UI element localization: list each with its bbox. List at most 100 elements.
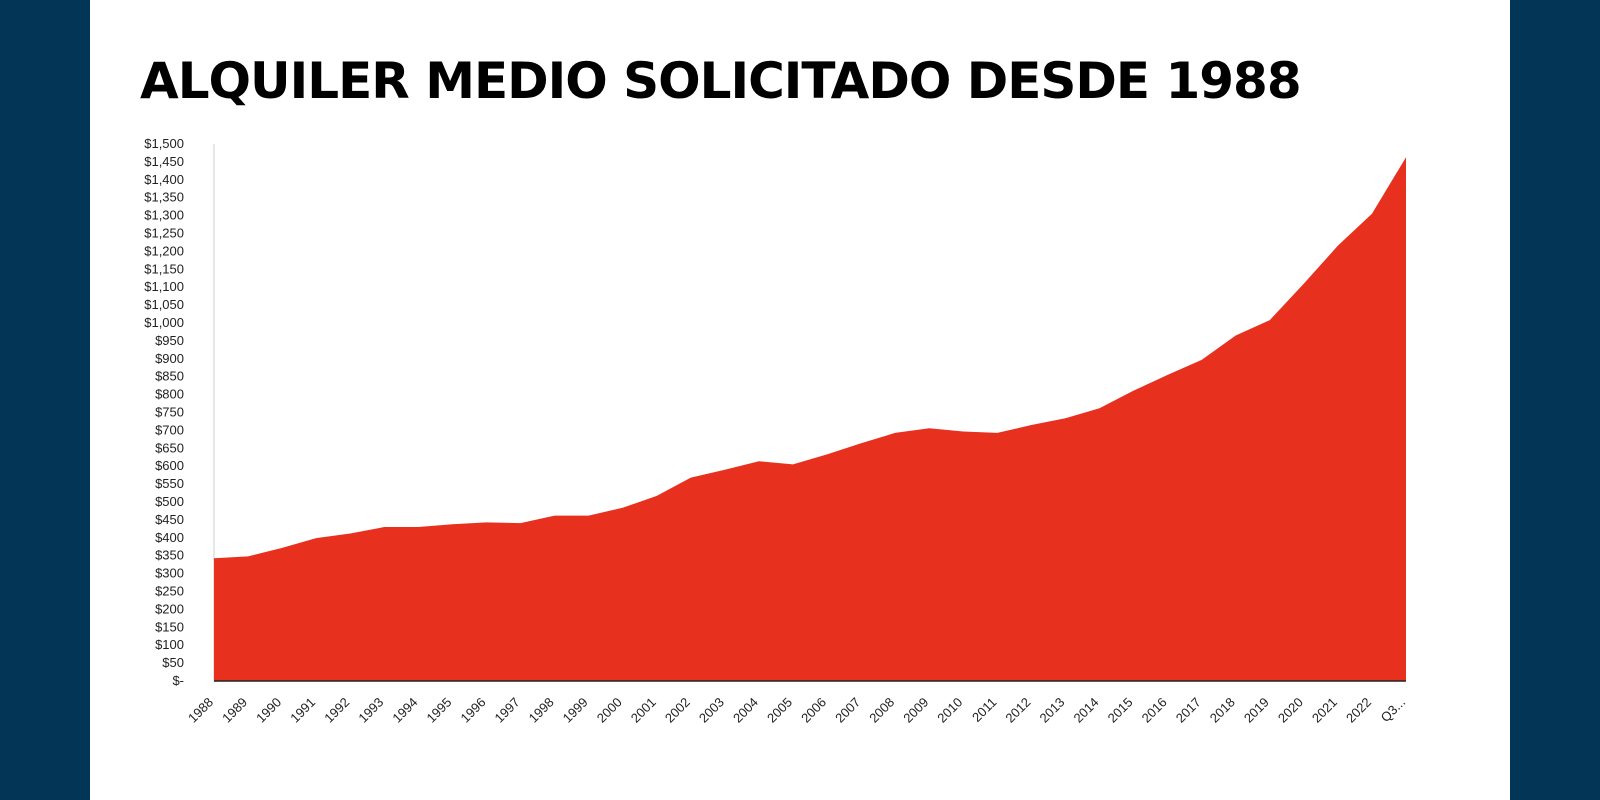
data-point <box>689 476 693 480</box>
y-tick-label: $150 <box>155 619 184 634</box>
x-tick-label: 2021 <box>1309 695 1340 726</box>
y-tick-label: $1,500 <box>144 136 184 151</box>
data-point <box>484 520 488 524</box>
data-point <box>246 554 250 558</box>
x-tick-label: 2014 <box>1071 695 1102 726</box>
data-point <box>859 441 863 445</box>
y-tick-label: $400 <box>155 530 184 545</box>
chart-title: ALQUILER MEDIO SOLICITADO DESDE 1988 <box>140 52 1302 110</box>
x-tick-label: 1989 <box>219 695 250 726</box>
data-point <box>791 462 795 466</box>
y-tick-label: $500 <box>155 494 184 509</box>
area-series <box>214 157 1406 681</box>
x-tick-label: 1999 <box>560 695 591 726</box>
x-tick-label: 2001 <box>628 695 659 726</box>
x-tick-label: 2002 <box>662 695 693 726</box>
data-point <box>553 514 557 518</box>
x-tick-label: Q3... <box>1378 695 1409 726</box>
data-point <box>450 522 454 526</box>
y-tick-label: $250 <box>155 584 184 599</box>
data-point <box>961 429 965 433</box>
data-point <box>893 431 897 435</box>
data-point <box>1063 416 1067 420</box>
y-tick-label: $600 <box>155 458 184 473</box>
data-point <box>1132 389 1136 393</box>
x-tick-label: 2006 <box>798 695 829 726</box>
y-tick-label: $1,150 <box>144 261 184 276</box>
plot-area: $- $50 $100 $150 $200 $250 $300 $350 $400 $450 $50… <box>144 136 1408 726</box>
x-tick-label: 1996 <box>458 695 489 726</box>
y-tick-label: $1,400 <box>144 172 184 187</box>
x-tick-label: 1990 <box>253 695 284 726</box>
y-tick-label: $1,050 <box>144 297 184 312</box>
x-tick-label: 2017 <box>1173 695 1204 726</box>
x-tick-label: 2018 <box>1207 695 1238 726</box>
y-tick-label: $1,450 <box>144 154 184 169</box>
x-tick-label: 1992 <box>321 695 352 726</box>
y-tick-label: $550 <box>155 476 184 491</box>
x-tick-label: 2008 <box>866 695 897 726</box>
data-point <box>723 468 727 472</box>
y-tick-label: $350 <box>155 548 184 563</box>
data-point <box>1404 155 1408 159</box>
x-tick-label: 2013 <box>1036 695 1067 726</box>
y-tick-label: $900 <box>155 351 184 366</box>
x-tick-label: 1994 <box>389 695 420 726</box>
data-point <box>825 452 829 456</box>
x-tick-label: 2012 <box>1002 695 1033 726</box>
y-tick-label: $100 <box>155 637 184 652</box>
y-tick-label: $700 <box>155 422 184 437</box>
data-point <box>757 459 761 463</box>
data-point <box>1370 212 1374 216</box>
y-tick-label: $50 <box>162 655 184 670</box>
chart-card: ALQUILER MEDIO SOLICITADO DESDE 1988 $- $… <box>90 0 1510 800</box>
data-point <box>621 506 625 510</box>
y-tick-label: $450 <box>155 512 184 527</box>
y-tick-label: $200 <box>155 601 184 616</box>
x-tick-label: 1988 <box>185 695 216 726</box>
x-tick-label: 2005 <box>764 695 795 726</box>
y-tick-label: $- <box>172 673 184 688</box>
data-point <box>1166 373 1170 377</box>
data-point <box>1200 358 1204 362</box>
x-tick-label: 1993 <box>355 695 386 726</box>
data-point <box>655 494 659 498</box>
x-tick-label: 2003 <box>696 695 727 726</box>
x-tick-label: 2000 <box>594 695 625 726</box>
y-tick-label: $650 <box>155 440 184 455</box>
x-tick-label: 2007 <box>832 695 863 726</box>
x-tick-label: 1997 <box>492 695 523 726</box>
data-point <box>519 521 523 525</box>
y-tick-label: $1,100 <box>144 279 184 294</box>
data-point <box>995 431 999 435</box>
y-tick-label: $1,000 <box>144 315 184 330</box>
x-tick-label: 2022 <box>1343 695 1374 726</box>
data-point <box>212 556 216 560</box>
data-point <box>280 546 284 550</box>
y-tick-label: $950 <box>155 333 184 348</box>
data-point <box>382 525 386 529</box>
data-point <box>1336 244 1340 248</box>
x-tick-label: 2020 <box>1275 695 1306 726</box>
data-point <box>1234 334 1238 338</box>
data-point <box>587 514 591 518</box>
y-tick-label: $1,300 <box>144 208 184 223</box>
x-tick-label: 1998 <box>526 695 557 726</box>
data-point <box>1268 318 1272 322</box>
x-tick-label: 2019 <box>1241 695 1272 726</box>
data-point <box>314 536 318 540</box>
y-tick-label: $800 <box>155 387 184 402</box>
y-tick-label: $850 <box>155 369 184 384</box>
data-point <box>927 426 931 430</box>
y-tick-label: $750 <box>155 405 184 420</box>
data-point <box>348 532 352 536</box>
x-tick-label: 2016 <box>1139 695 1170 726</box>
x-tick-label: 2010 <box>934 695 965 726</box>
data-point <box>1097 406 1101 410</box>
x-tick-label: 1995 <box>423 695 454 726</box>
y-tick-label: $1,250 <box>144 226 184 241</box>
data-point <box>1302 282 1306 286</box>
x-tick-label: 2011 <box>969 695 999 725</box>
data-point <box>1029 423 1033 427</box>
y-tick-label: $1,200 <box>144 243 184 258</box>
